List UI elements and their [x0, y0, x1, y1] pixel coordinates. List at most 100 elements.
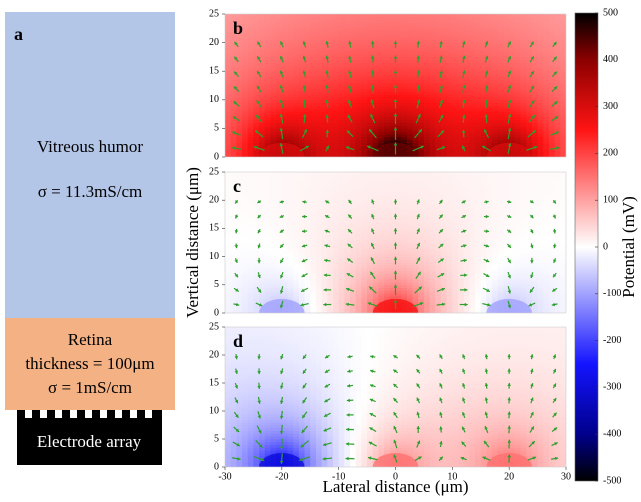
heat-cell	[549, 25, 555, 28]
heat-cell	[361, 103, 367, 106]
heat-cell	[293, 228, 299, 231]
heat-cell	[327, 234, 333, 237]
heat-cell	[418, 268, 424, 271]
heat-cell	[475, 94, 481, 97]
heat-cell	[282, 117, 288, 120]
heat-cell	[367, 178, 373, 181]
heat-cell	[225, 178, 231, 181]
heat-cell	[361, 200, 367, 203]
heat-cell	[413, 189, 419, 192]
heat-cell	[378, 203, 384, 206]
heat-cell	[538, 43, 544, 46]
heat-cell	[248, 83, 254, 86]
heat-cell	[282, 57, 288, 60]
heat-cell	[492, 103, 498, 106]
heat-cell	[356, 257, 362, 260]
heat-cell	[333, 128, 339, 131]
heat-cell	[361, 211, 367, 214]
heat-cell	[339, 206, 345, 209]
heat-cell	[344, 140, 350, 143]
heat-cell	[327, 23, 333, 26]
heat-cell	[441, 31, 447, 34]
heat-cell	[259, 268, 265, 271]
heat-cell	[270, 265, 276, 268]
heat-cell	[299, 126, 305, 129]
heat-cell	[378, 114, 384, 117]
heat-cell	[293, 223, 299, 226]
heat-cell	[253, 282, 259, 285]
heat-cell	[305, 140, 311, 143]
heat-cell	[305, 23, 311, 26]
heat-cell	[486, 88, 492, 91]
heat-cell	[265, 45, 271, 48]
heat-cell	[396, 23, 402, 26]
heat-cell	[253, 197, 259, 200]
heat-cell	[475, 63, 481, 66]
heat-cell	[259, 83, 265, 86]
heat-cell	[356, 240, 362, 243]
heat-cell	[276, 108, 282, 111]
heat-cell	[333, 200, 339, 203]
heat-cell	[339, 40, 345, 43]
heat-cell	[475, 31, 481, 34]
heat-cell	[310, 259, 316, 262]
heat-cell	[458, 108, 464, 111]
heat-cell	[452, 43, 458, 46]
heat-cell	[526, 20, 532, 23]
heat-cell	[293, 63, 299, 66]
heat-cell	[265, 86, 271, 89]
heat-cell	[333, 20, 339, 23]
heat-cell	[401, 234, 407, 237]
heat-cell	[515, 45, 521, 48]
heat-cell	[521, 86, 527, 89]
heat-cell	[492, 117, 498, 120]
heat-cell	[452, 111, 458, 114]
heat-cell	[242, 143, 248, 146]
heat-cell	[316, 217, 322, 220]
heat-cell	[327, 226, 333, 229]
heat-cell	[242, 117, 248, 120]
heat-cell	[384, 251, 390, 254]
heat-cell	[293, 65, 299, 68]
heat-cell	[253, 151, 259, 154]
heat-cell	[288, 186, 294, 189]
heat-cell	[276, 271, 282, 274]
heat-cell	[322, 91, 328, 94]
heat-cell	[361, 240, 367, 243]
heat-cell	[265, 134, 271, 137]
heat-cell	[396, 88, 402, 91]
heat-cell	[344, 77, 350, 80]
heat-cell	[236, 54, 242, 57]
heat-cell	[322, 34, 328, 37]
heat-cell	[270, 17, 276, 20]
heat-cell	[560, 40, 566, 43]
heat-cell	[452, 40, 458, 43]
heat-cell	[322, 282, 328, 285]
heat-cell	[231, 126, 237, 129]
heat-cell	[236, 63, 242, 66]
heat-cell	[492, 88, 498, 91]
heat-cell	[288, 28, 294, 31]
heat-cell	[293, 71, 299, 74]
heat-cell	[361, 86, 367, 89]
heat-cell	[418, 296, 424, 299]
heat-cell	[532, 77, 538, 80]
heat-cell	[532, 151, 538, 154]
heat-cell	[361, 68, 367, 71]
y-tick-label: 5	[214, 123, 219, 134]
heat-cell	[333, 108, 339, 111]
heat-cell	[396, 80, 402, 83]
heat-cell	[538, 106, 544, 109]
heat-cell	[464, 103, 470, 106]
heat-cell	[299, 237, 305, 240]
heat-cell	[333, 43, 339, 46]
heat-cell	[333, 37, 339, 40]
heat-cell	[253, 237, 259, 240]
heat-cell	[538, 74, 544, 77]
heat-cell	[242, 307, 248, 310]
heat-cell	[486, 77, 492, 80]
heat-cell	[515, 137, 521, 140]
heat-cell	[413, 254, 419, 257]
heat-cell	[384, 40, 390, 43]
heat-cell	[236, 114, 242, 117]
